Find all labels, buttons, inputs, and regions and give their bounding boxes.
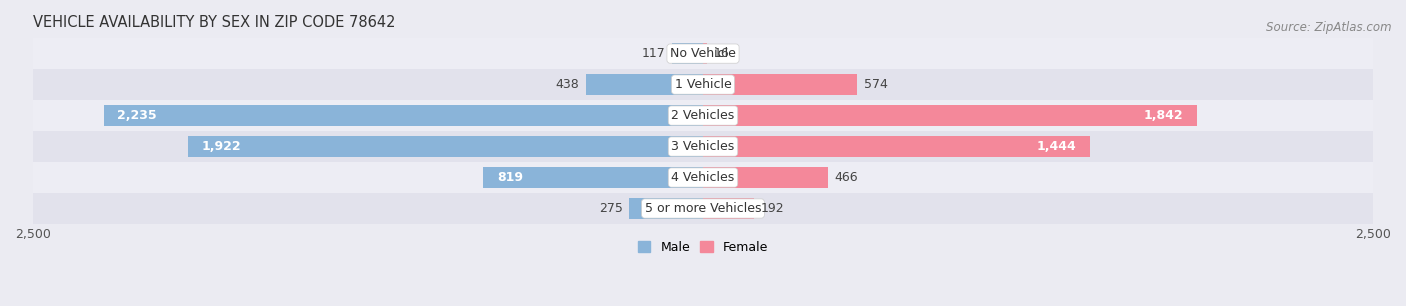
Text: 2 Vehicles: 2 Vehicles <box>672 109 734 122</box>
Bar <box>32 193 1374 224</box>
Text: 2,235: 2,235 <box>117 109 157 122</box>
Bar <box>104 105 703 126</box>
Bar <box>703 136 1090 157</box>
Bar <box>32 162 1374 193</box>
Text: 819: 819 <box>496 171 523 184</box>
Text: 1 Vehicle: 1 Vehicle <box>675 78 731 91</box>
Text: 5 or more Vehicles: 5 or more Vehicles <box>645 202 761 215</box>
Legend: Male, Female: Male, Female <box>633 236 773 259</box>
Text: Source: ZipAtlas.com: Source: ZipAtlas.com <box>1267 21 1392 34</box>
Bar <box>32 131 1374 162</box>
Bar <box>703 105 1197 126</box>
Bar <box>484 167 703 188</box>
Text: 3 Vehicles: 3 Vehicles <box>672 140 734 153</box>
Bar <box>630 198 703 219</box>
Text: VEHICLE AVAILABILITY BY SEX IN ZIP CODE 78642: VEHICLE AVAILABILITY BY SEX IN ZIP CODE … <box>32 15 395 30</box>
Text: 1,842: 1,842 <box>1143 109 1184 122</box>
Text: 275: 275 <box>599 202 623 215</box>
Text: 4 Vehicles: 4 Vehicles <box>672 171 734 184</box>
Text: 192: 192 <box>761 202 785 215</box>
Bar <box>32 100 1374 131</box>
Text: 466: 466 <box>835 171 858 184</box>
Bar <box>703 198 755 219</box>
Bar <box>188 136 703 157</box>
Text: 1,444: 1,444 <box>1036 140 1077 153</box>
Bar <box>703 74 856 95</box>
Bar <box>32 69 1374 100</box>
Bar <box>703 43 707 64</box>
Bar <box>32 38 1374 69</box>
Text: 574: 574 <box>863 78 887 91</box>
Bar <box>586 74 703 95</box>
Text: 16: 16 <box>714 47 730 60</box>
Bar <box>703 167 828 188</box>
Text: No Vehicle: No Vehicle <box>671 47 735 60</box>
Bar <box>672 43 703 64</box>
Text: 438: 438 <box>555 78 579 91</box>
Text: 1,922: 1,922 <box>201 140 240 153</box>
Text: 117: 117 <box>641 47 665 60</box>
